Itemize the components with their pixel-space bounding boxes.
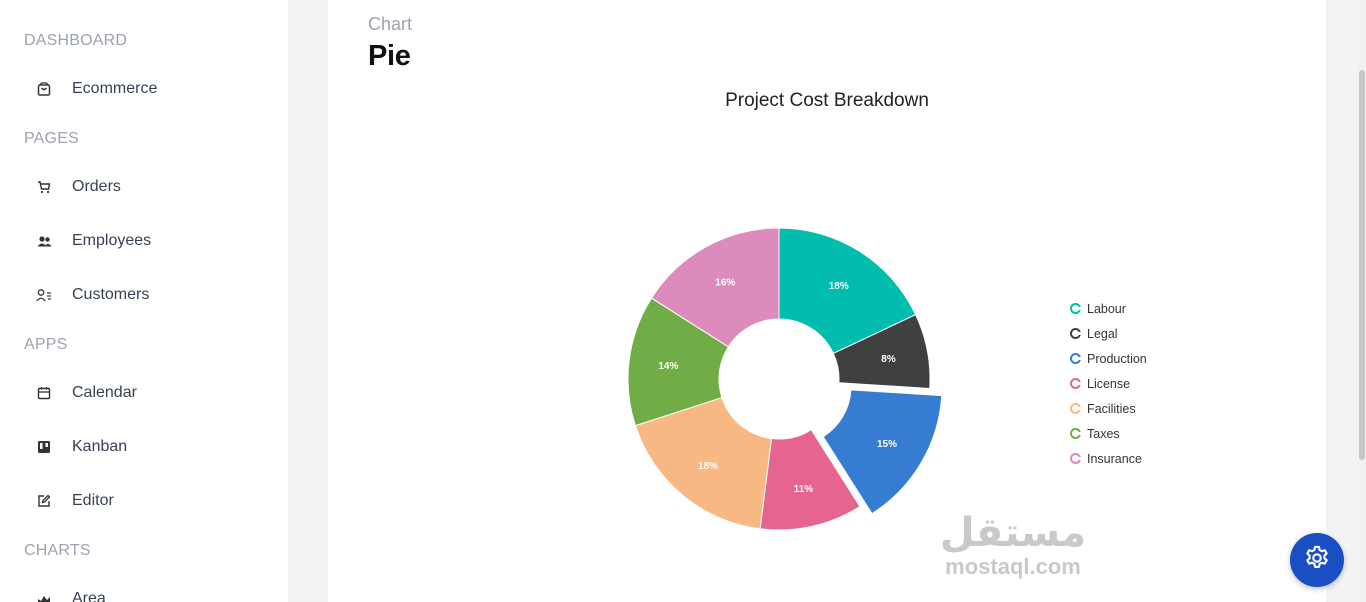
legend-item-labour[interactable]: Labour bbox=[1070, 296, 1147, 321]
legend-item-taxes[interactable]: Taxes bbox=[1070, 421, 1147, 446]
sidebar-item-label: Employees bbox=[72, 232, 152, 249]
sidebar-item-label: Area bbox=[72, 590, 106, 602]
sidebar-item-label: Calendar bbox=[72, 384, 137, 401]
shopping-bag-icon bbox=[36, 81, 52, 97]
sidebar-item-label: Orders bbox=[72, 178, 121, 195]
data-label-facilities: 18% bbox=[698, 461, 718, 472]
sidebar-item-customers[interactable]: Customers bbox=[24, 275, 264, 315]
page-category: Chart bbox=[368, 14, 413, 34]
legend-item-license[interactable]: License bbox=[1070, 371, 1147, 396]
legend-label: Taxes bbox=[1087, 426, 1120, 441]
data-label-production: 15% bbox=[877, 439, 897, 450]
sidebar-item-orders[interactable]: Orders bbox=[24, 167, 264, 207]
pie-chart: 18% 8% 15% 11% 18% 14% 16% bbox=[627, 227, 943, 531]
legend-label: License bbox=[1087, 376, 1131, 391]
data-label-insurance: 16% bbox=[715, 277, 735, 288]
legend-marker bbox=[1070, 353, 1082, 364]
sidebar-item-area[interactable]: Area bbox=[24, 579, 264, 602]
legend-marker bbox=[1070, 328, 1082, 339]
customer-list-icon bbox=[36, 287, 52, 303]
scrollbar-thumb[interactable] bbox=[1359, 70, 1365, 460]
legend-item-legal[interactable]: Legal bbox=[1070, 321, 1147, 346]
data-label-license: 11% bbox=[794, 484, 814, 495]
sidebar-item-label: Editor bbox=[72, 492, 114, 509]
legend-item-facilities[interactable]: Facilities bbox=[1070, 396, 1147, 421]
scrollbar[interactable] bbox=[1358, 0, 1366, 602]
legend-label: Legal bbox=[1087, 326, 1118, 341]
edit-icon bbox=[36, 493, 52, 509]
legend-label: Facilities bbox=[1087, 401, 1136, 416]
legend-item-production[interactable]: Production bbox=[1070, 346, 1147, 371]
sidebar-item-calendar[interactable]: Calendar bbox=[24, 373, 264, 413]
chart-title: Project Cost Breakdown bbox=[725, 90, 929, 111]
legend-marker bbox=[1070, 453, 1082, 464]
calendar-icon bbox=[36, 385, 52, 401]
sidebar-item-ecommerce[interactable]: Ecommerce bbox=[24, 69, 264, 109]
section-title-dashboard: DASHBOARD bbox=[24, 32, 128, 49]
pie-slice-production[interactable] bbox=[822, 389, 943, 515]
settings-button[interactable] bbox=[1290, 533, 1344, 587]
section-title-apps: APPS bbox=[24, 336, 68, 353]
kanban-icon bbox=[36, 439, 52, 455]
section-title-charts: CHARTS bbox=[24, 542, 91, 559]
people-icon bbox=[36, 233, 52, 249]
legend-label: Production bbox=[1087, 351, 1147, 366]
sidebar-item-label: Ecommerce bbox=[72, 80, 158, 97]
section-title-pages: PAGES bbox=[24, 130, 79, 147]
legend-label: Insurance bbox=[1087, 451, 1142, 466]
legend-marker bbox=[1070, 378, 1082, 389]
sidebar-item-employees[interactable]: Employees bbox=[24, 221, 264, 261]
legend-marker bbox=[1070, 428, 1082, 439]
data-label-labour: 18% bbox=[829, 281, 849, 292]
pie-slice-facilities[interactable] bbox=[634, 396, 773, 530]
legend-marker bbox=[1070, 303, 1082, 314]
sidebar-item-kanban[interactable]: Kanban bbox=[24, 427, 264, 467]
data-label-legal: 8% bbox=[881, 354, 896, 365]
pie-slice-labour[interactable] bbox=[778, 227, 917, 355]
cart-icon bbox=[36, 179, 52, 195]
legend-marker bbox=[1070, 403, 1082, 414]
data-label-taxes: 14% bbox=[658, 361, 678, 372]
chart-legend: Labour Legal Production License Facilities Ta… bbox=[1070, 296, 1147, 471]
gear-icon bbox=[1303, 544, 1331, 577]
sidebar-item-editor[interactable]: Editor bbox=[24, 481, 264, 521]
legend-item-insurance[interactable]: Insurance bbox=[1070, 446, 1147, 471]
main-content: Chart Pie Project Cost Breakdown 18% 8% 15… bbox=[328, 0, 1326, 602]
pie-slice-insurance[interactable] bbox=[650, 227, 780, 348]
sidebar-item-label: Customers bbox=[72, 286, 150, 303]
sidebar: DASHBOARD Ecommerce PAGES Orders Employe… bbox=[0, 0, 288, 602]
pie-slice-legal[interactable] bbox=[832, 314, 931, 390]
legend-label: Labour bbox=[1087, 301, 1126, 316]
page-title: Pie bbox=[368, 40, 411, 72]
sidebar-item-label: Kanban bbox=[72, 438, 128, 455]
area-chart-icon bbox=[36, 591, 52, 602]
